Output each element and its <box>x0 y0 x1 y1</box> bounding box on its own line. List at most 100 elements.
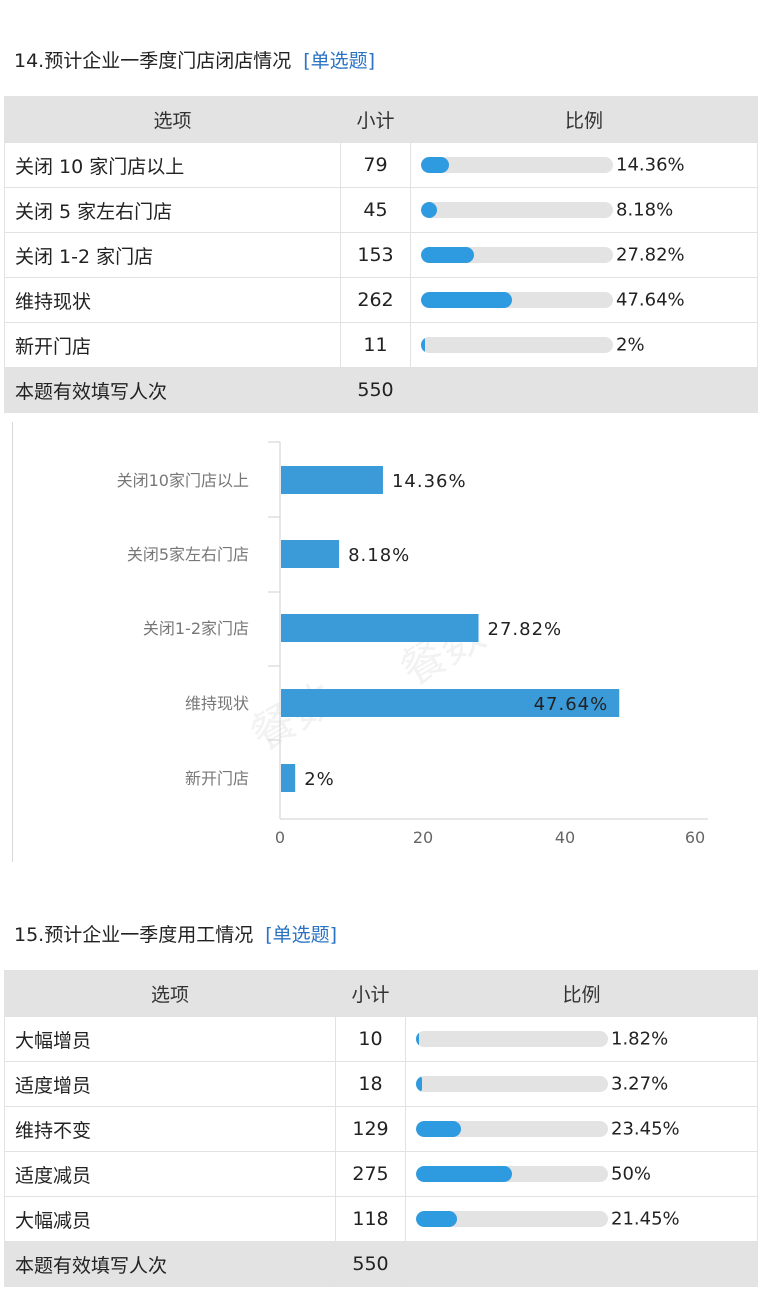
ratio-bar-fill <box>416 1166 512 1182</box>
option-label: 维持现状 <box>4 277 341 323</box>
ratio-percent: 21.45% <box>611 1208 680 1230</box>
chart-frame-line <box>12 422 13 862</box>
ratio-percent: 27.82% <box>616 244 685 266</box>
option-label: 维持不变 <box>4 1106 336 1152</box>
question-14-type-tag: [单选题] <box>303 50 376 72</box>
table-row: 新开门店 11 2% <box>4 322 758 368</box>
option-count: 45 <box>340 187 411 233</box>
data-label: 8.18% <box>348 545 410 566</box>
option-count: 262 <box>340 277 411 323</box>
option-label: 大幅减员 <box>4 1196 336 1242</box>
total-label: 本题有效填写人次 <box>4 367 341 413</box>
question-15-type-tag: [单选题] <box>265 924 338 946</box>
x-tick-label: 20 <box>413 828 433 847</box>
header-ratio: 比例 <box>405 970 758 1017</box>
table-row: 适度增员 18 3.27% <box>4 1061 758 1107</box>
question-14-bar-chart: 餐数 餐数 关闭10家门店以上 14.36% 关闭5家左右门店 8.18% 关闭1-2家门店… <box>12 422 758 862</box>
option-ratio: 2% <box>410 322 758 368</box>
table-row: 适度减员 275 50% <box>4 1151 758 1197</box>
ratio-bar-track <box>416 1031 608 1047</box>
ratio-percent: 14.36% <box>616 154 685 176</box>
data-label: 14.36% <box>392 471 467 492</box>
x-tick-label: 60 <box>685 828 705 847</box>
option-count: 18 <box>335 1061 406 1107</box>
option-label: 新开门店 <box>4 322 341 368</box>
total-count: 550 <box>340 367 411 413</box>
chart-bar <box>281 689 620 717</box>
category-label: 新开门店 <box>185 769 249 788</box>
total-empty-cell <box>405 1241 758 1287</box>
ratio-bar-track <box>421 157 613 173</box>
category-label: 维持现状 <box>185 694 249 713</box>
option-ratio: 47.64% <box>410 277 758 323</box>
ratio-bar-fill <box>416 1031 420 1047</box>
ratio-bar-track <box>421 337 613 353</box>
ratio-bar-fill <box>416 1211 458 1227</box>
option-count: 129 <box>335 1106 406 1152</box>
table-row: 维持不变 129 23.45% <box>4 1106 758 1152</box>
option-count: 11 <box>340 322 411 368</box>
option-label: 关闭 1-2 家门店 <box>4 232 341 278</box>
ratio-bar-track <box>416 1211 608 1227</box>
data-label: 27.82% <box>488 619 563 640</box>
option-ratio: 8.18% <box>410 187 758 233</box>
option-ratio: 14.36% <box>410 142 758 188</box>
watermark-text: 餐数 <box>242 673 344 761</box>
ratio-bar-fill <box>421 202 437 218</box>
ratio-bar-track <box>416 1076 608 1092</box>
ratio-bar-track <box>416 1121 608 1137</box>
data-label: 47.64% <box>534 694 609 715</box>
option-count: 10 <box>335 1016 406 1062</box>
ratio-bar-track <box>421 202 613 218</box>
option-ratio: 27.82% <box>410 232 758 278</box>
header-option: 选项 <box>4 96 341 143</box>
ratio-percent: 47.64% <box>616 289 685 311</box>
chart-bar <box>281 540 340 568</box>
header-ratio: 比例 <box>410 96 758 143</box>
category-label: 关闭5家左右门店 <box>127 545 249 564</box>
ratio-percent: 2% <box>616 334 645 356</box>
x-tick-label: 0 <box>275 828 285 847</box>
table-header-row: 选项 小计 比例 <box>4 96 758 143</box>
option-count: 153 <box>340 232 411 278</box>
table-header-row: 选项 小计 比例 <box>4 970 758 1017</box>
option-label: 关闭 10 家门店以上 <box>4 142 341 188</box>
x-tick-label: 40 <box>555 828 575 847</box>
ratio-bar-fill <box>416 1076 423 1092</box>
data-label: 2% <box>304 769 335 790</box>
table-row: 关闭 10 家门店以上 79 14.36% <box>4 142 758 188</box>
chart-bar <box>281 764 296 792</box>
ratio-bar-fill <box>421 247 475 263</box>
option-ratio: 50% <box>405 1151 758 1197</box>
total-label: 本题有效填写人次 <box>4 1241 336 1287</box>
chart-bar <box>281 466 383 494</box>
option-count: 79 <box>340 142 411 188</box>
option-label: 关闭 5 家左右门店 <box>4 187 341 233</box>
ratio-percent: 23.45% <box>611 1118 680 1140</box>
header-count: 小计 <box>340 96 411 143</box>
ratio-bar-track <box>421 247 613 263</box>
total-count: 550 <box>335 1241 406 1287</box>
ratio-bar-track <box>421 292 613 308</box>
header-count: 小计 <box>335 970 406 1017</box>
ratio-bar-fill <box>421 337 425 353</box>
option-count: 118 <box>335 1196 406 1242</box>
table-row: 维持现状 262 47.64% <box>4 277 758 323</box>
ratio-percent: 3.27% <box>611 1073 669 1095</box>
option-count: 275 <box>335 1151 406 1197</box>
option-ratio: 1.82% <box>405 1016 758 1062</box>
question-15-title-text: 15.预计企业一季度用工情况 <box>14 924 254 946</box>
option-label: 适度减员 <box>4 1151 336 1197</box>
table-row: 大幅减员 118 21.45% <box>4 1196 758 1242</box>
ratio-bar-track <box>416 1166 608 1182</box>
chart-bar <box>281 614 479 642</box>
total-empty-cell <box>410 367 758 413</box>
category-label: 关闭1-2家门店 <box>143 619 249 638</box>
option-ratio: 23.45% <box>405 1106 758 1152</box>
table-row: 大幅增员 10 1.82% <box>4 1016 758 1062</box>
ratio-bar-fill <box>421 292 513 308</box>
table-row: 关闭 5 家左右门店 45 8.18% <box>4 187 758 233</box>
ratio-bar-fill <box>421 157 449 173</box>
question-14-table: 选项 小计 比例 关闭 10 家门店以上 79 14.36% 关闭 5 家左右门店 45… <box>4 96 758 413</box>
